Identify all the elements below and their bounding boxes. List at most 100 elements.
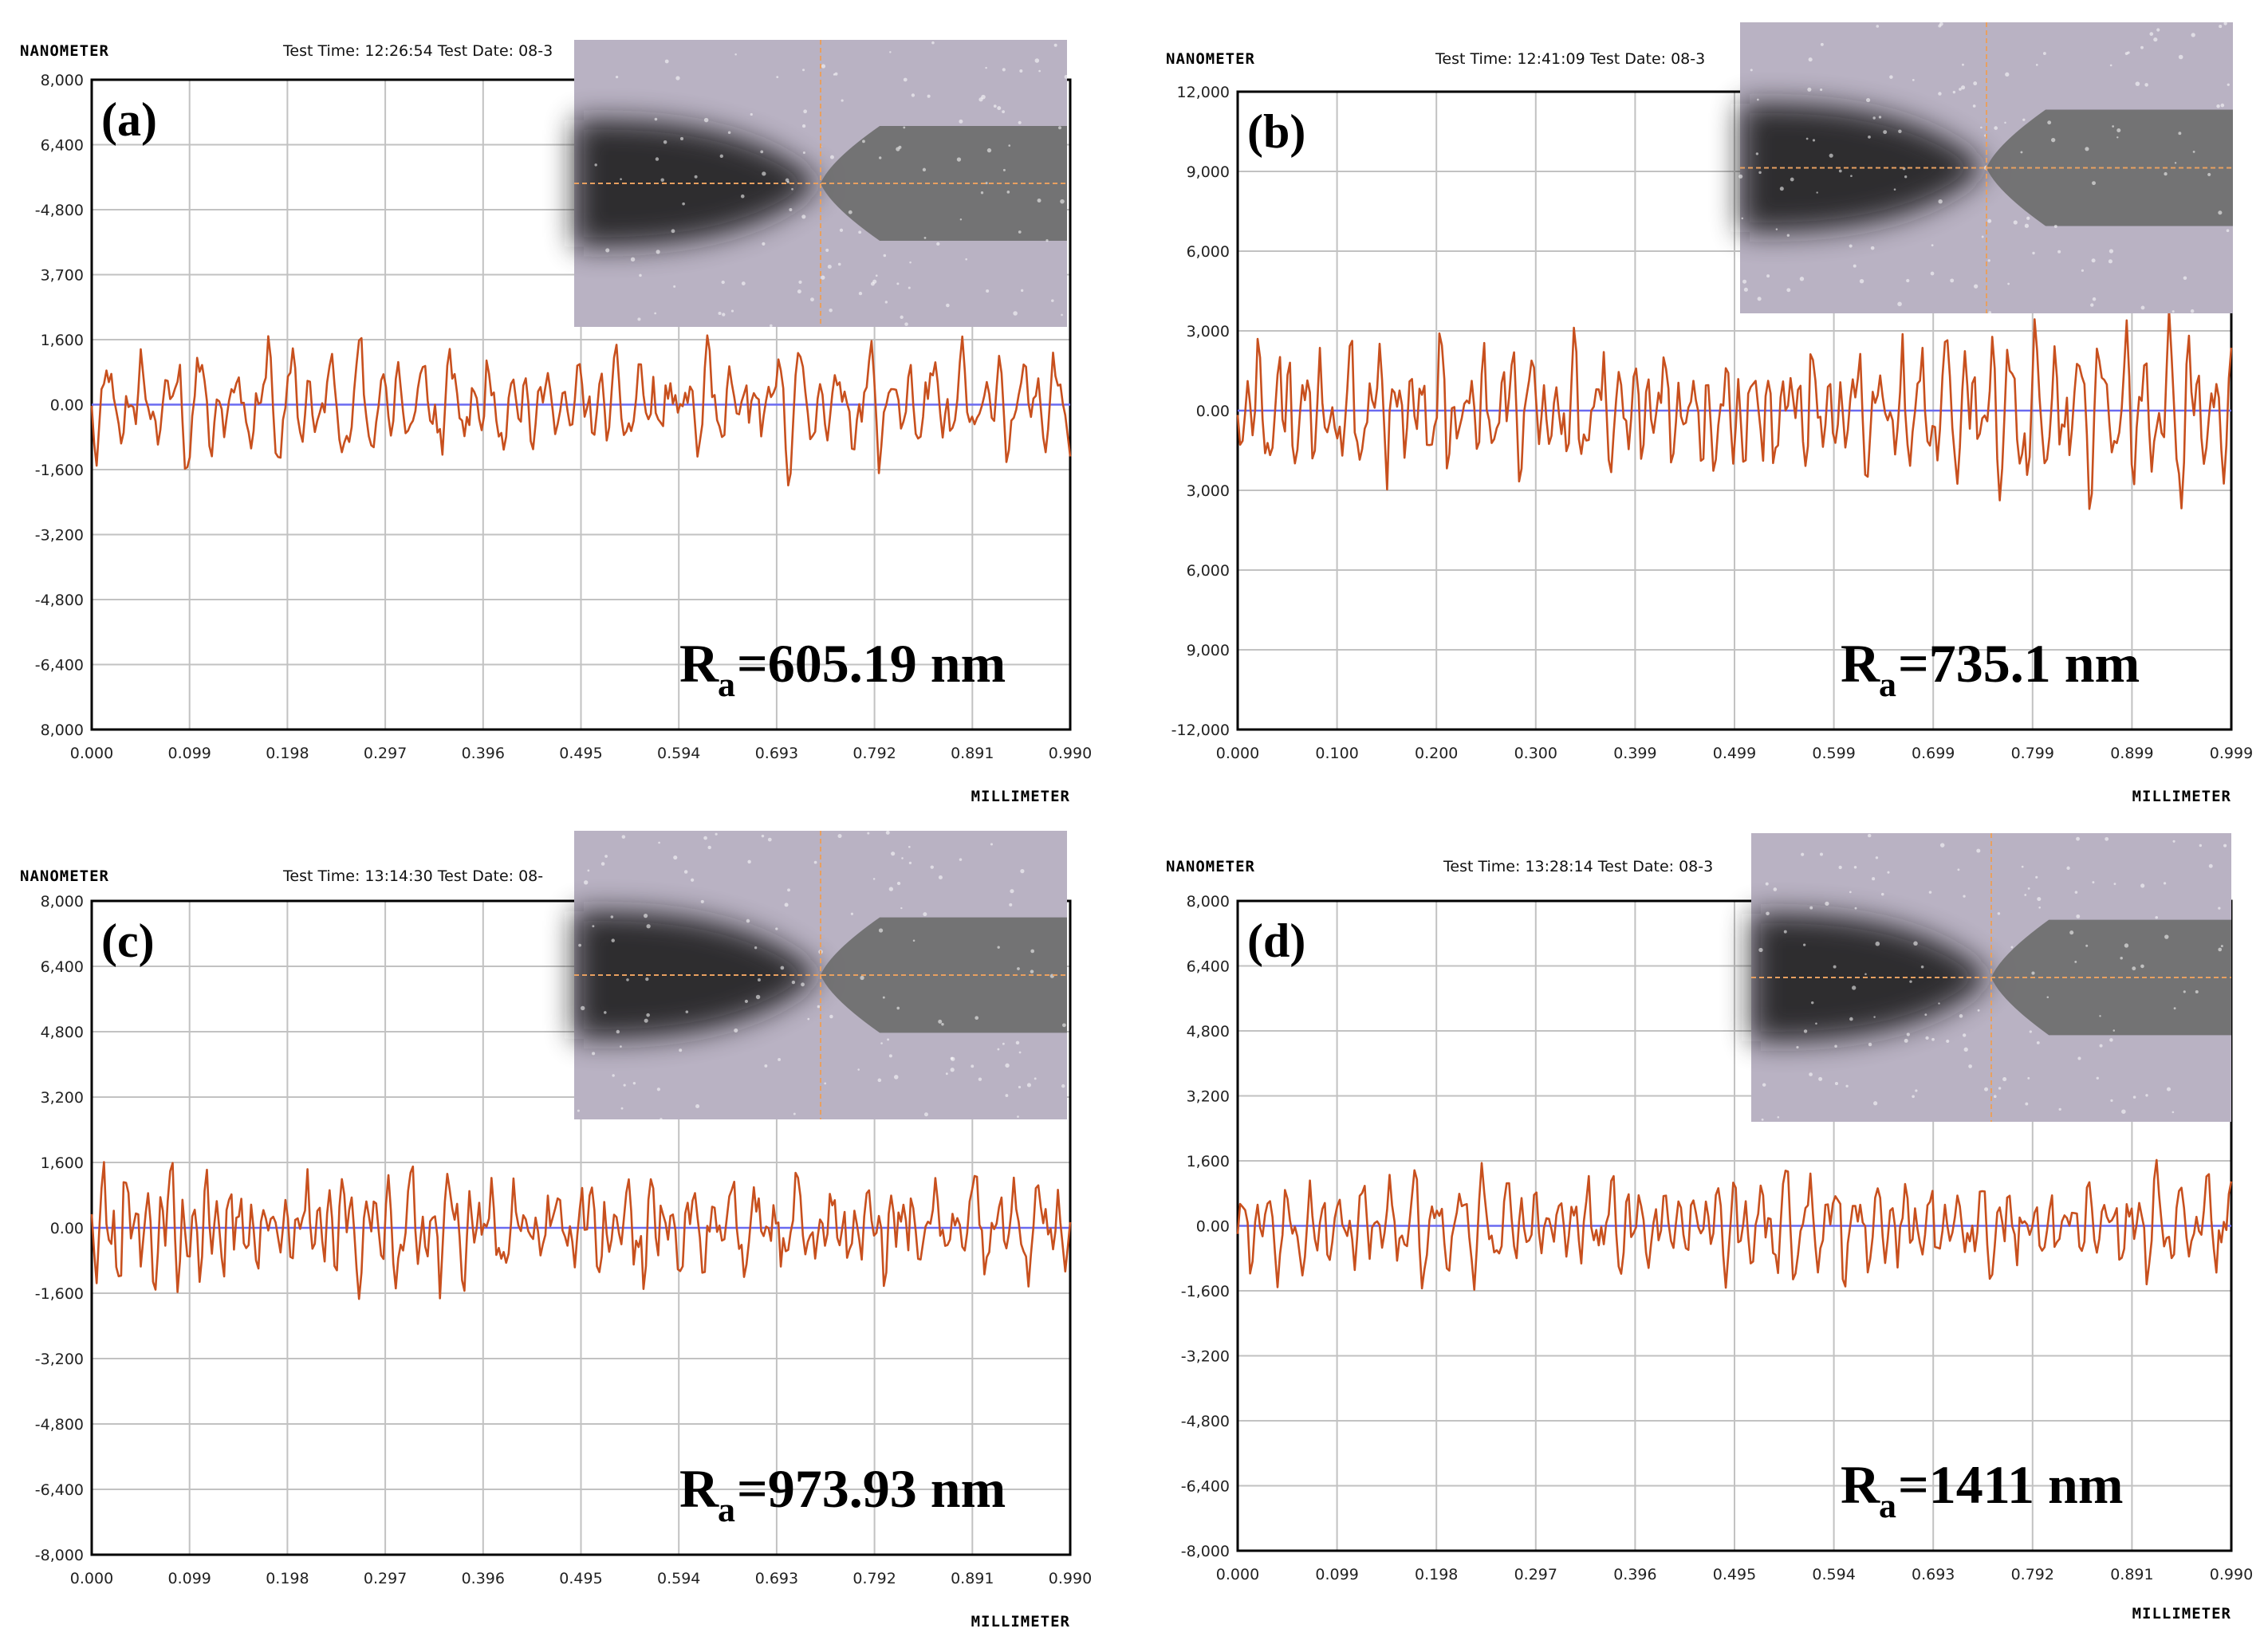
inset-speckle <box>1809 1072 1813 1076</box>
inset-speckle <box>1783 930 1787 934</box>
inset-speckle <box>821 64 826 69</box>
y-tick-label: 1,600 <box>41 332 84 349</box>
inset-speckle <box>1799 277 1805 281</box>
inset-speckle <box>1906 278 1910 283</box>
ra-subscript: a <box>1879 1486 1896 1525</box>
inset-speckle <box>1946 1039 1950 1043</box>
inset-speckle <box>2066 866 2070 871</box>
inset-speckle <box>776 76 779 79</box>
inset-speckle <box>2096 1076 2099 1080</box>
inset-speckle <box>1998 1087 2002 1090</box>
inset-speckle <box>1757 297 1762 301</box>
inset-speckle <box>1988 311 1992 315</box>
y-tick-label: -4,800 <box>35 592 84 609</box>
inset-speckle <box>908 861 912 865</box>
inset-image <box>574 830 1067 1121</box>
inset-speckle <box>850 912 854 915</box>
inset-speckle <box>2144 83 2148 87</box>
inset-speckle <box>858 291 863 296</box>
inset-speckle <box>1008 144 1011 147</box>
x-tick-label: 0.599 <box>1812 745 1855 762</box>
inset-speckle <box>2183 990 2186 993</box>
inset-speckle <box>2208 863 2213 868</box>
inset-speckle <box>1026 1083 1031 1088</box>
inset-speckle <box>2113 883 2116 886</box>
inset-speckle <box>1973 81 1978 86</box>
inset-speckle <box>2174 162 2177 164</box>
inset-speckle <box>1833 965 1837 969</box>
x-tick-label: 0.198 <box>1415 1566 1458 1583</box>
y-tick-label: -6,400 <box>35 657 84 675</box>
inset-speckle <box>1987 259 1990 262</box>
inset-speckle <box>801 124 806 128</box>
inset-speckle <box>912 939 915 942</box>
profile-line <box>90 1161 1072 1300</box>
inset-speckle <box>1741 217 1744 220</box>
inset-speckle <box>757 978 761 982</box>
inset-speckle <box>1981 235 1984 238</box>
inset-speckle <box>975 1016 979 1021</box>
inset-speckle <box>862 140 865 144</box>
inset-speckle <box>2105 836 2109 841</box>
inset-speckle <box>930 865 934 869</box>
inset-speckle <box>807 1017 810 1021</box>
inset-speckle <box>612 1074 615 1077</box>
inset-speckle <box>2029 1030 2032 1033</box>
y-tick-label: 8,000 <box>1187 893 1230 911</box>
inset-speckle <box>1838 169 1842 173</box>
x-tick-label: 0.100 <box>1315 745 1358 762</box>
ra-symbol: R <box>679 1458 719 1519</box>
inset-speckle <box>1034 58 1040 63</box>
inset-speckle <box>1893 188 1896 191</box>
x-tick-label: 0.891 <box>951 1570 994 1587</box>
y-tick-label: -4,800 <box>35 202 84 219</box>
inset-speckle <box>1750 69 1753 72</box>
x-axis-title: MILLIMETER <box>971 788 1070 805</box>
inset-speckle <box>679 136 684 140</box>
inset-speckle <box>784 903 789 907</box>
inset-speckle <box>882 996 885 999</box>
inset-speckle <box>922 167 927 172</box>
ra-symbol: R <box>1841 633 1880 694</box>
inset-speckle <box>2195 990 2199 994</box>
inset-speckle <box>1950 278 1955 283</box>
inset-speckle <box>632 1081 636 1085</box>
inset-speckle <box>908 845 911 848</box>
inset-speckle <box>803 109 808 114</box>
inset-speckle <box>923 1112 928 1117</box>
inset-speckle <box>1938 199 1943 204</box>
x-tick-label: 0.990 <box>1049 745 1092 762</box>
inset-speckle <box>997 106 1002 111</box>
inset-speckle <box>1777 1115 1780 1119</box>
inset-speckle <box>879 156 882 159</box>
profile-line <box>90 334 1072 487</box>
x-axis-title: MILLIMETER <box>2132 788 2231 805</box>
inset-speckle <box>764 1064 768 1068</box>
inset-speckle <box>722 313 726 317</box>
x-tick-label: 0.396 <box>1613 1566 1656 1583</box>
inset-speckle <box>703 117 709 123</box>
inset-speckle <box>2053 224 2057 228</box>
inset-speckle <box>950 1056 954 1060</box>
inset-speckle <box>872 279 877 284</box>
inset-speckle <box>1009 903 1013 907</box>
inset-speckle <box>2022 118 2026 121</box>
x-tick-label: 0.792 <box>852 1570 896 1587</box>
inset-speckle <box>2173 1007 2176 1010</box>
inset-speckle <box>2050 137 2056 143</box>
inset-speckle <box>1013 311 1018 316</box>
panel-label: (a) <box>101 93 157 146</box>
inset-speckle <box>901 857 904 859</box>
inset-speckle <box>2199 844 2203 848</box>
inset-speckle <box>837 833 842 839</box>
inset-speckle <box>1762 1083 1766 1087</box>
inset-speckle <box>946 303 950 308</box>
inset-speckle <box>663 140 667 144</box>
x-tick-label: 0.399 <box>1613 745 1656 762</box>
inset-speckle <box>993 104 997 108</box>
inset-speckle <box>1889 75 1893 79</box>
inset-speckle <box>1796 1045 1799 1049</box>
inset-speckle <box>2116 136 2119 139</box>
inset-speckle <box>1875 941 1880 946</box>
y-tick-label: 9,000 <box>1187 642 1230 659</box>
